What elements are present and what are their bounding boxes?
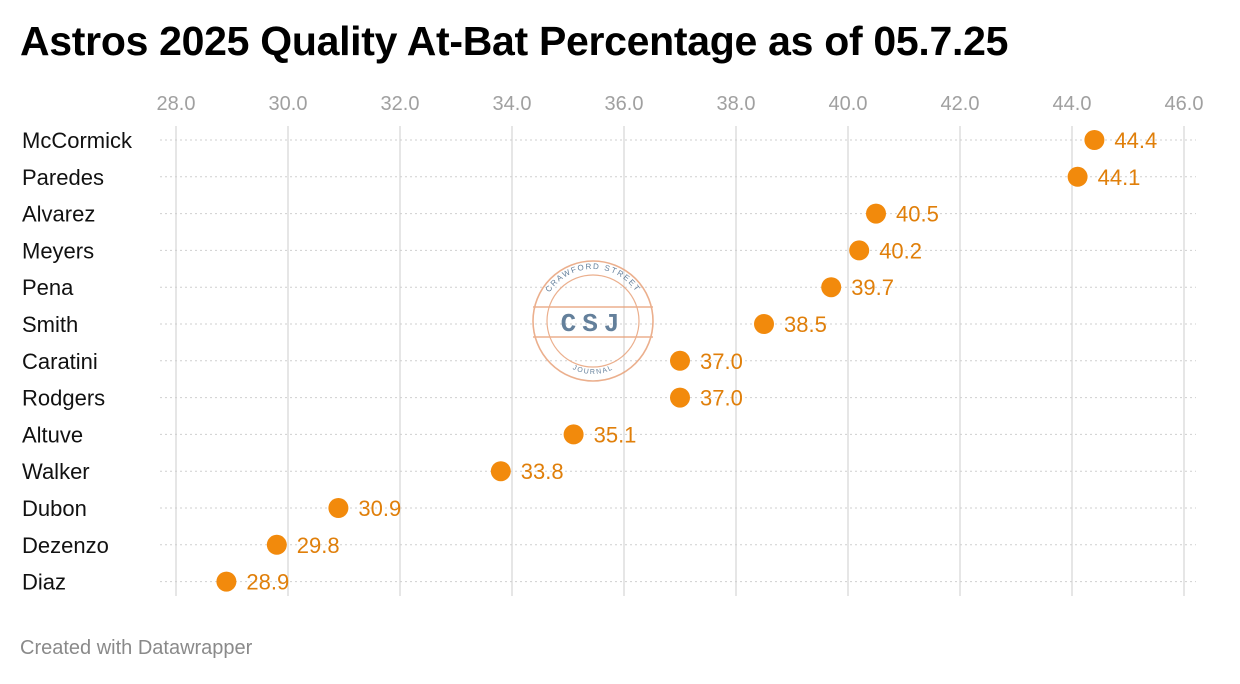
- x-tick-label: 40.0: [829, 93, 868, 115]
- csj-watermark: CRAWFORD STREET CSJ JOURNAL: [532, 260, 654, 382]
- data-value-label: 40.2: [879, 238, 922, 263]
- x-tick-label: 28.0: [157, 93, 196, 115]
- data-value-label: 39.7: [851, 275, 894, 300]
- data-value-label: 29.8: [297, 533, 340, 558]
- data-point: [216, 571, 237, 592]
- x-tick-label: 34.0: [493, 93, 532, 115]
- data-value-label: 37.0: [700, 386, 743, 411]
- data-value-label: 37.0: [700, 349, 743, 374]
- category-label: Pena: [22, 275, 74, 300]
- data-value-label: 28.9: [246, 570, 289, 595]
- watermark-top-text: CRAWFORD STREET: [544, 262, 643, 294]
- data-point: [754, 314, 774, 334]
- watermark-inner-ring: [546, 274, 640, 368]
- footer-credit: Created with Datawrapper: [20, 637, 253, 659]
- data-point: [328, 498, 349, 518]
- data-point: [1067, 166, 1088, 187]
- data-point: [563, 424, 584, 445]
- category-label: Altuve: [22, 422, 83, 447]
- data-point: [1084, 130, 1105, 150]
- category-label: Walker: [22, 459, 90, 484]
- category-labels-layer: McCormick Paredes Alvarez Meyers Pena Smith Ca…: [22, 128, 133, 595]
- category-label: Caratini: [22, 349, 98, 374]
- x-tick-label: 30.0: [269, 93, 308, 115]
- data-value-label: 44.4: [1114, 128, 1157, 153]
- category-label: Alvarez: [22, 202, 95, 227]
- data-point: [490, 461, 511, 482]
- data-point: [821, 277, 842, 298]
- category-label: Dezenzo: [22, 533, 109, 558]
- category-label: Diaz: [22, 570, 66, 595]
- category-label: McCormick: [22, 128, 133, 153]
- x-tick-label: 42.0: [941, 93, 980, 115]
- category-label: Dubon: [22, 496, 87, 521]
- data-point: [670, 350, 690, 371]
- data-point: [670, 387, 690, 408]
- data-value-label: 44.1: [1098, 165, 1141, 190]
- chart-title: Astros 2025 Quality At-Bat Percentage as…: [20, 18, 1009, 64]
- data-value-label: 40.5: [896, 202, 939, 227]
- data-value-label: 30.9: [358, 496, 401, 521]
- x-tick-label: 38.0: [717, 93, 756, 115]
- data-point: [849, 240, 870, 261]
- watermark-center-text: CSJ: [561, 309, 626, 339]
- watermark-bottom-text: JOURNAL: [571, 364, 614, 376]
- category-label: Smith: [22, 312, 78, 337]
- data-point: [866, 203, 886, 224]
- x-tick-label: 46.0: [1165, 93, 1204, 115]
- category-label: Rodgers: [22, 386, 105, 411]
- dots-layer: 44.4 44.1 40.5 40.2 39.7 38.5 37.0 37.0 35.1 33.8…: [216, 128, 1157, 595]
- grid-layer: 28.0 30.0 32.0 34.0 36.0 38.0 40.0 42.0 44.0 46.0: [157, 93, 1204, 596]
- category-label: Paredes: [22, 165, 104, 190]
- data-value-label: 35.1: [594, 422, 637, 447]
- watermark-outer-ring: [532, 260, 654, 382]
- data-value-label: 38.5: [784, 312, 827, 337]
- x-tick-label: 36.0: [605, 93, 644, 115]
- category-label: Meyers: [22, 238, 94, 263]
- data-value-label: 33.8: [521, 459, 564, 484]
- data-point: [266, 534, 287, 555]
- x-tick-label: 32.0: [381, 93, 420, 115]
- x-tick-label: 44.0: [1053, 93, 1092, 115]
